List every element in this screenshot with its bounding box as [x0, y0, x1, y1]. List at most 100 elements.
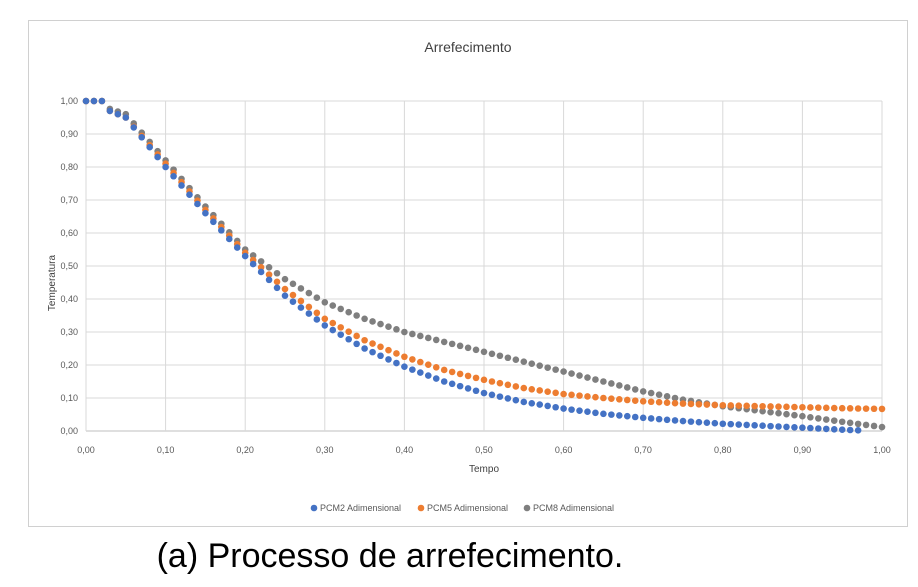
data-point: [202, 209, 209, 217]
data-point: [337, 331, 345, 338]
data-point: [815, 425, 822, 432]
legend-marker: [417, 504, 425, 512]
data-point: [504, 354, 512, 362]
data-point: [616, 412, 623, 419]
data-point: [496, 379, 504, 387]
data-point: [623, 384, 631, 391]
figure-caption: (a) Processo de arrefecimento.: [156, 537, 624, 575]
data-point: [846, 405, 854, 412]
legend: PCM2 Adimensional PCM5 Adimensional PCM8 A…: [310, 503, 614, 513]
data-point: [679, 400, 687, 407]
data-point: [512, 396, 520, 404]
x-tick-label: 0,70: [634, 445, 652, 455]
data-point: [695, 400, 703, 408]
x-tick-label: 0,80: [714, 445, 732, 455]
data-point: [361, 345, 368, 352]
data-point: [655, 415, 663, 423]
data-point: [767, 408, 774, 416]
data-point: [329, 302, 337, 309]
data-point: [233, 244, 241, 251]
data-point: [576, 407, 583, 414]
data-point: [584, 408, 591, 416]
data-point: [377, 320, 384, 328]
data-point: [584, 374, 591, 381]
data-point: [488, 378, 496, 385]
data-point: [401, 363, 408, 370]
data-point: [297, 297, 305, 305]
y-tick-label: 0,10: [60, 393, 78, 403]
data-point: [830, 425, 838, 433]
data-point: [822, 425, 830, 433]
data-point: [759, 407, 766, 415]
data-point: [631, 413, 639, 421]
data-point: [623, 396, 631, 404]
x-tick-label: 0,00: [77, 445, 95, 455]
data-point: [854, 405, 862, 412]
data-point: [822, 404, 830, 412]
data-point: [576, 372, 583, 379]
data-point: [265, 264, 273, 271]
data-point: [417, 369, 424, 376]
data-point: [337, 324, 345, 331]
data-point: [520, 398, 528, 406]
data-point: [297, 304, 305, 311]
data-point: [440, 338, 448, 346]
data-point: [281, 292, 289, 300]
data-point: [719, 401, 727, 409]
data-point: [377, 352, 384, 360]
data-point: [98, 97, 106, 105]
data-point: [464, 372, 472, 380]
data-point: [544, 402, 551, 410]
data-point: [353, 312, 360, 319]
y-tick-label: 0,00: [60, 426, 78, 436]
data-point: [671, 417, 679, 424]
data-point: [767, 403, 774, 410]
data-point: [655, 398, 663, 406]
data-point: [799, 412, 806, 420]
data-point: [464, 385, 472, 392]
data-point: [345, 308, 352, 316]
data-point: [743, 402, 750, 410]
data-point: [799, 403, 806, 411]
legend-label: PCM8 Adimensional: [533, 503, 614, 513]
data-point: [257, 268, 265, 276]
chart: Arrefecimento 0,000,100,200,300,400,500,…: [47, 39, 891, 513]
data-point: [106, 107, 114, 115]
data-point: [265, 271, 273, 278]
data-point: [600, 410, 607, 418]
data-point: [170, 172, 177, 180]
chart-frame: Arrefecimento 0,00 0,10 0,20 0,30 0,40 0,50 0,…: [28, 20, 908, 527]
x-tick-label: 0,40: [396, 445, 414, 455]
data-point: [393, 359, 400, 367]
data-point: [560, 405, 567, 412]
data-point: [719, 420, 727, 428]
data-point: [679, 417, 687, 425]
data-point: [385, 346, 392, 354]
data-point: [616, 382, 623, 389]
y-tick-label: 0,30: [60, 327, 78, 337]
data-point: [783, 410, 790, 418]
data-point: [393, 326, 400, 333]
data-point: [440, 378, 448, 385]
data-point: [623, 412, 631, 420]
data-point: [600, 378, 607, 385]
data-point: [401, 328, 408, 336]
data-point: [504, 395, 512, 402]
legend-label: PCM2 Adimensional: [320, 503, 401, 513]
x-tick-labels: 0,00 0,10 0,20 0,30 0,40 0,50 0,60 0,70 0,80 0,90…: [77, 445, 891, 455]
data-point: [353, 332, 360, 340]
data-point: [504, 381, 512, 389]
data-point: [552, 366, 559, 373]
data-point: [241, 252, 249, 260]
data-point: [544, 388, 551, 395]
data-point: [329, 319, 337, 327]
y-tick-label: 0,20: [60, 360, 78, 370]
data-point: [409, 330, 416, 338]
data-point: [838, 404, 846, 412]
data-point: [90, 97, 98, 105]
data-point: [273, 284, 281, 292]
data-point: [528, 399, 536, 407]
data-point: [862, 421, 870, 429]
data-point: [775, 403, 782, 410]
data-point: [647, 389, 655, 397]
